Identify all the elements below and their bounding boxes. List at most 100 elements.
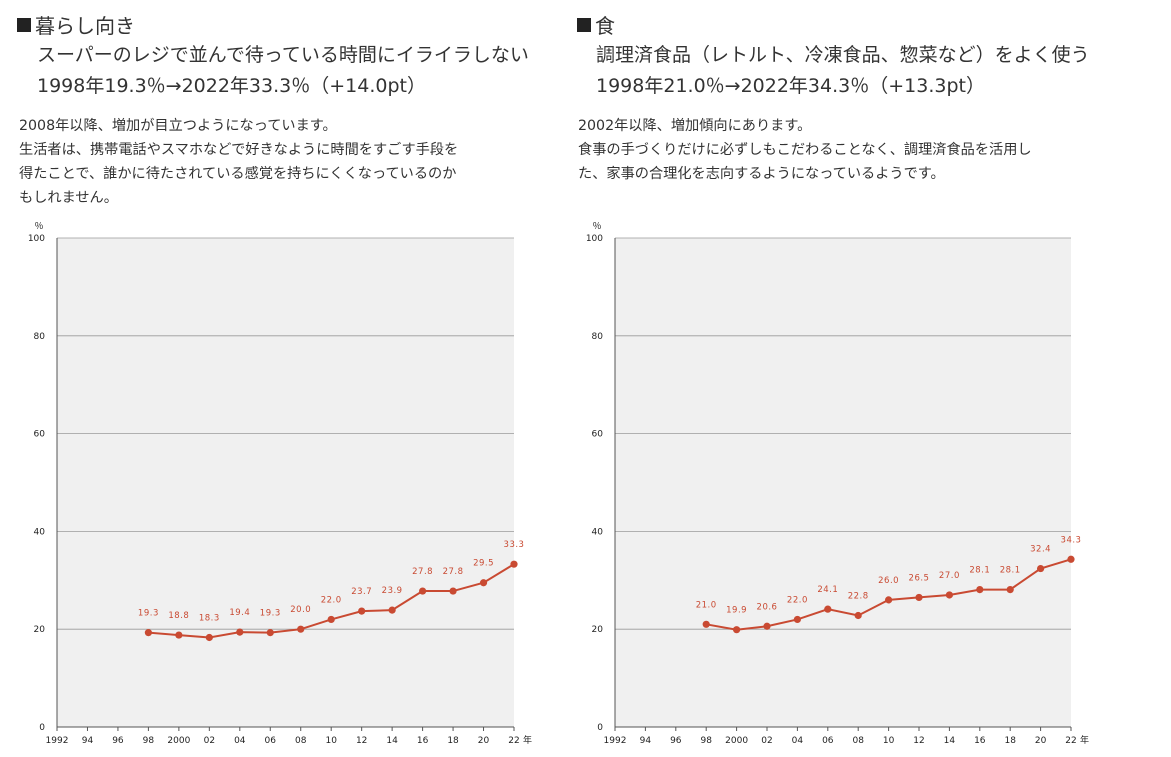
data-label: 29.5 (473, 559, 494, 569)
data-point (479, 579, 488, 587)
category-label: 食 (595, 14, 615, 38)
data-label: 18.8 (168, 611, 189, 621)
data-point (915, 593, 923, 602)
x-tick-label: 10 (325, 736, 337, 746)
category-label: 暮らし向き (35, 14, 135, 38)
x-tick-label: 98 (143, 736, 155, 746)
x-tick-label: 04 (792, 736, 804, 746)
data-label: 27.0 (939, 571, 960, 581)
data-point (144, 629, 152, 637)
x-unit-label: 年 (523, 734, 532, 746)
data-point (763, 622, 771, 630)
category-heading: 暮らし向き (17, 10, 135, 39)
y-tick-label: 60 (592, 430, 604, 440)
y-tick-label: 20 (592, 625, 604, 635)
data-label: 22.0 (321, 595, 342, 605)
data-point (419, 587, 427, 595)
data-point (510, 560, 518, 568)
x-tick-label: 1992 (46, 736, 69, 746)
data-point (388, 606, 396, 614)
y-tick-label: 40 (592, 527, 604, 537)
description-line: 2008年以降、増加が目立つようになっています。 (19, 118, 337, 134)
x-tick-label: 96 (112, 736, 124, 746)
description-line: もしれません。 (19, 190, 118, 206)
description: 2002年以降、増加傾向にあります。 食事の手づくりだけに必ずしもこだわることな… (578, 114, 1098, 186)
data-point (205, 633, 213, 642)
data-label: 23.7 (351, 587, 372, 597)
x-tick-label: 16 (974, 736, 986, 746)
data-label: 22.0 (787, 595, 808, 605)
x-unit-label: 年 (1080, 734, 1089, 746)
data-point (1037, 564, 1045, 573)
y-unit-label: ％ (592, 221, 601, 232)
x-tick-label: 18 (1004, 736, 1016, 746)
data-label: 34.3 (1061, 535, 1082, 545)
description-line: た、家事の合理化を志向するようになっているようです。 (578, 166, 945, 182)
x-tick-label: 20 (1035, 736, 1047, 746)
y-tick-label: 80 (34, 332, 46, 342)
data-label: 26.0 (878, 576, 899, 586)
data-point (824, 605, 832, 613)
data-label: 27.8 (412, 567, 433, 577)
x-tick-label: 96 (670, 736, 682, 746)
data-point (733, 626, 741, 634)
data-label: 21.0 (696, 600, 717, 610)
category-heading: 食 (577, 10, 615, 39)
item-stat: 1998年19.3％→2022年33.3％（+14.0pt） (37, 75, 426, 97)
x-tick-label: 98 (700, 736, 712, 746)
x-tick-label: 14 (944, 736, 956, 746)
x-tick-label: 16 (417, 736, 429, 746)
y-tick-label: 100 (586, 234, 603, 244)
x-tick-label: 2000 (167, 736, 190, 746)
panel-shoku: 食 調理済食品（レトルト、冷凍食品、惣菜など）をよく使う 1998年21.0％→… (560, 0, 1120, 757)
x-tick-label: 12 (356, 736, 367, 746)
plot-area (57, 238, 514, 727)
data-point (449, 587, 457, 595)
data-label: 19.3 (138, 609, 159, 619)
description-line: 生活者は、携帯電話やスマホなどで好きなように時間をすごす手段を (19, 142, 459, 158)
description: 2008年以降、増加が目立つようになっています。 生活者は、携帯電話やスマホなど… (19, 114, 539, 210)
line-chart: 0 20 40 60 80 100 ％ 1992 94 96 98 2000 02 04 06 08 10 12 1… (586, 221, 1089, 746)
x-tick-label: 12 (913, 736, 924, 746)
x-tick-label: 22 (1065, 736, 1076, 746)
y-tick-label: 20 (34, 625, 46, 635)
x-tick-label: 08 (295, 736, 307, 746)
data-label: 27.8 (443, 567, 464, 577)
data-point (327, 615, 335, 624)
x-tick-label: 22 (508, 736, 519, 746)
data-label: 19.9 (726, 606, 747, 616)
y-tick-label: 0 (597, 723, 603, 733)
line-chart: 0 20 40 60 80 100 ％ 1992 94 96 98 2000 02 04 06 08 10 12 1… (28, 221, 532, 746)
x-tick-label: 10 (883, 736, 895, 746)
description-line: 得たことで、誰かに待たされている感覚を持ちにくくなっているのか (19, 166, 457, 182)
y-tick-label: 60 (34, 430, 46, 440)
data-point (297, 625, 305, 633)
plot-area (615, 238, 1071, 727)
y-tick-label: 100 (28, 234, 45, 244)
data-point (1067, 555, 1075, 563)
data-label: 19.3 (260, 609, 281, 619)
description-line: 2002年以降、増加傾向にあります。 (578, 118, 812, 134)
item-title: スーパーのレジで並んで待っている時間にイライラしない (37, 44, 529, 66)
y-tick-label: 40 (34, 527, 46, 537)
x-tick-label: 20 (478, 736, 490, 746)
data-point (175, 631, 183, 639)
data-label: 24.1 (817, 585, 838, 595)
item-stat: 1998年21.0％→2022年34.3％（+13.3pt） (596, 75, 985, 97)
x-tick-label: 02 (761, 736, 772, 746)
data-label: 20.6 (757, 602, 778, 612)
data-point (1006, 585, 1014, 594)
x-tick-label: 94 (640, 736, 652, 746)
data-point (945, 591, 953, 599)
square-bullet-icon (577, 18, 591, 32)
data-point (854, 611, 862, 620)
x-tick-label: 18 (447, 736, 459, 746)
description-line: 食事の手づくりだけに必ずしもこだわることなく、調理済食品を活用し (578, 142, 1032, 158)
data-label: 23.9 (382, 586, 403, 596)
x-tick-label: 06 (265, 736, 277, 746)
x-tick-label: 08 (852, 736, 864, 746)
square-bullet-icon (17, 18, 31, 32)
x-tick-label: 1992 (604, 736, 627, 746)
data-point (885, 596, 893, 604)
data-label: 28.1 (1000, 566, 1021, 576)
